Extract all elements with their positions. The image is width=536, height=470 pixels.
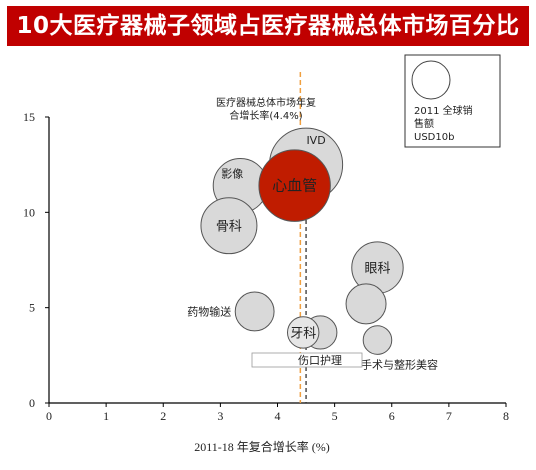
legend-text: USD10b xyxy=(414,132,454,143)
x-tick-label: 8 xyxy=(503,409,509,423)
bubble-label: 心血管 xyxy=(272,177,317,195)
legend-bubble xyxy=(411,60,451,100)
x-tick-label: 0 xyxy=(46,409,52,423)
x-tick-label: 3 xyxy=(217,409,223,423)
x-tick-label: 5 xyxy=(332,409,338,423)
bubble-label: 伤口护理 xyxy=(298,353,342,367)
x-tick-label: 4 xyxy=(275,409,281,423)
y-tick-label: 10 xyxy=(23,205,35,219)
axes: 0 1 2 3 4 5 6 7 8 0 5 10 15 2011-18 年复合增长率 (%) xyxy=(23,110,509,454)
market-cagr-label: 合增长率(4.4%) xyxy=(229,109,302,122)
bubble-label: 影像 xyxy=(221,168,243,181)
bubble xyxy=(234,291,275,332)
x-tick-label: 6 xyxy=(389,409,395,423)
bubble-label: IVD xyxy=(306,134,325,147)
x-tick-label: 2 xyxy=(160,409,166,423)
x-tick-label: 1 xyxy=(103,409,109,423)
bubble xyxy=(345,283,387,325)
bubble-label: 眼科 xyxy=(364,262,390,277)
bubble xyxy=(286,316,320,349)
bubble-label: 手术与整形美容 xyxy=(361,357,438,371)
x-axis-title: 2011-18 年复合增长率 (%) xyxy=(194,439,330,454)
y-tick-label: 0 xyxy=(29,396,35,410)
bubble-label: 药物输送 xyxy=(187,304,231,318)
y-tick-label: 5 xyxy=(29,301,35,315)
bubble xyxy=(258,149,331,222)
legend-text: 售额 xyxy=(414,117,434,130)
bubble xyxy=(200,197,258,255)
bubble xyxy=(362,325,393,355)
bubble-label: 骨科 xyxy=(216,220,242,235)
x-tick-label: 7 xyxy=(446,409,452,423)
bubbles xyxy=(200,127,404,355)
wound-care-box xyxy=(251,352,363,368)
chart-title: 10大医疗器械子领域占医疗器械总体市场百分比 xyxy=(7,6,529,46)
legend-text: 2011 全球销 xyxy=(414,104,473,117)
bubble-label: 牙科 xyxy=(290,326,316,341)
market-cagr-label: 医疗器械总体市场年复 xyxy=(216,96,316,109)
y-tick-label: 15 xyxy=(23,110,35,124)
